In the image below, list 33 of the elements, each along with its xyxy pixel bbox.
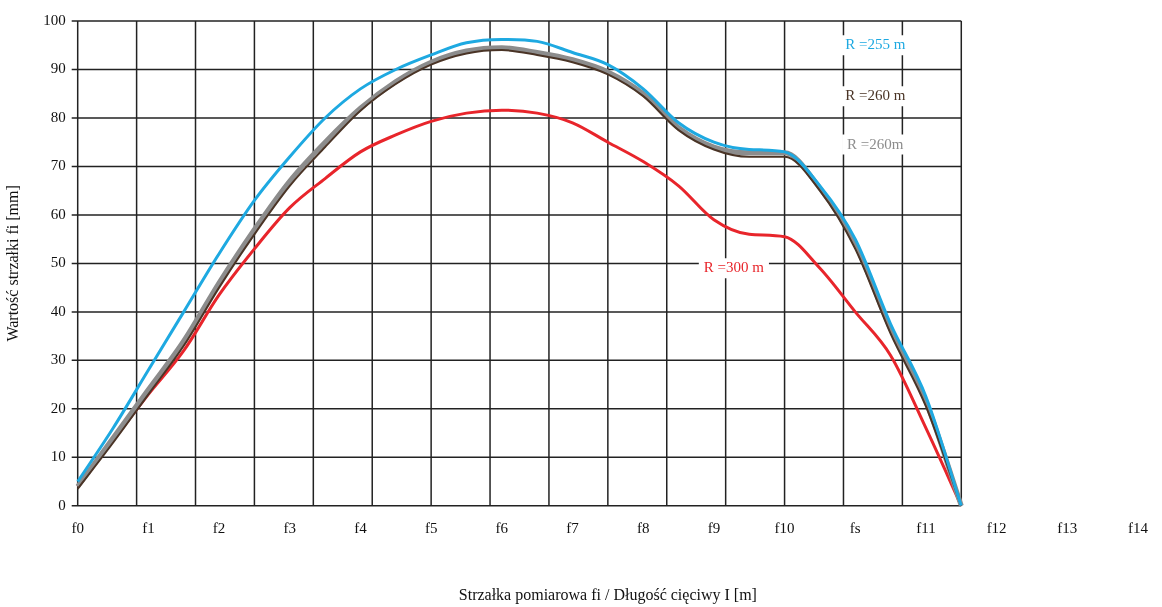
y-tick-label: 30	[50, 351, 66, 368]
text: R =260 m	[845, 87, 906, 104]
x-tick-label: f7	[566, 519, 580, 536]
x-tick-label: f6	[495, 519, 509, 536]
x-tick-label: f9	[707, 519, 721, 536]
x-tick-label: f14	[1128, 519, 1149, 536]
y-tick-label: 20	[50, 399, 66, 416]
x-tick-label: f5	[424, 519, 438, 536]
x-tick-label: f4	[354, 519, 368, 536]
x-tick-label: f10	[774, 519, 795, 536]
y-tick-label: 100	[43, 11, 66, 28]
series-label: R =300 m	[703, 259, 765, 276]
x-tick-label: fs	[849, 519, 861, 536]
y-axis-title: Wartość strzałki fi [mm]	[3, 185, 21, 342]
y-tick-label: 80	[50, 108, 66, 125]
y-tick-label: 60	[50, 205, 66, 222]
text: R =260m	[847, 135, 904, 152]
x-tick-label: f2	[212, 519, 226, 536]
y-tick-label: 40	[50, 302, 66, 319]
x-tick-label: f1	[142, 519, 155, 536]
y-tick-label: 70	[50, 157, 66, 174]
x-tick-label: f12	[986, 519, 1007, 536]
text: R =255 m	[845, 36, 906, 53]
y-tick-label: 10	[50, 448, 66, 465]
y-tick-label: 0	[58, 496, 66, 513]
x-tick-label: f8	[636, 519, 650, 536]
x-tick-label: f3	[283, 519, 297, 536]
x-tick-label: f0	[71, 519, 84, 536]
y-tick-label: 50	[50, 254, 66, 271]
x-tick-label: f13	[1057, 519, 1078, 536]
y-tick-label: 90	[50, 60, 66, 77]
x-axis-title: Strzałka pomiarowa fi / Długość cięciwy I [m]	[458, 585, 757, 604]
x-tick-label: f11	[916, 519, 936, 536]
